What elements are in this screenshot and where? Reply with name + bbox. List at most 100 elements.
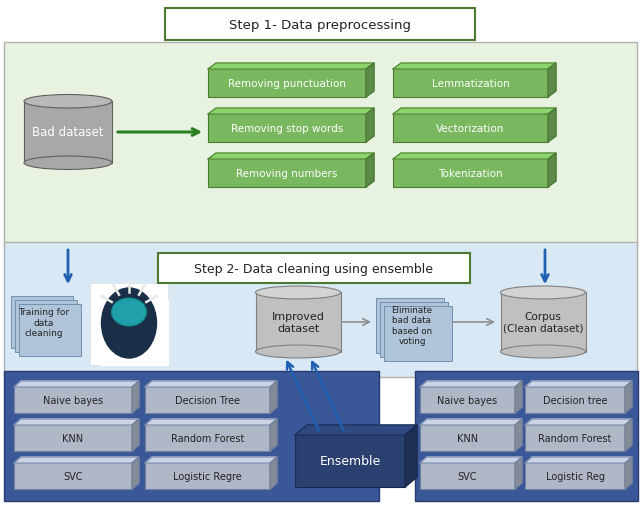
Polygon shape (393, 154, 556, 160)
FancyBboxPatch shape (208, 115, 366, 143)
Polygon shape (366, 109, 374, 143)
Ellipse shape (500, 286, 586, 299)
Text: SVC: SVC (458, 471, 477, 481)
Polygon shape (366, 64, 374, 98)
Polygon shape (625, 381, 632, 413)
Polygon shape (393, 109, 556, 115)
Polygon shape (525, 457, 632, 463)
Ellipse shape (102, 288, 157, 358)
Text: SVC: SVC (63, 471, 83, 481)
Text: Removing punctuation: Removing punctuation (228, 79, 346, 89)
Polygon shape (393, 64, 556, 70)
Polygon shape (208, 64, 374, 70)
FancyBboxPatch shape (4, 242, 637, 377)
FancyBboxPatch shape (145, 387, 270, 413)
Ellipse shape (500, 345, 586, 358)
FancyBboxPatch shape (90, 283, 168, 365)
Polygon shape (515, 457, 522, 489)
Polygon shape (270, 381, 277, 413)
Polygon shape (548, 64, 556, 98)
Polygon shape (515, 419, 522, 451)
Polygon shape (405, 425, 417, 487)
Text: Step 1- Data preprocessing: Step 1- Data preprocessing (229, 19, 411, 31)
Text: KNN: KNN (63, 433, 84, 443)
Text: Logistic Regre: Logistic Regre (173, 471, 242, 481)
Text: Random Forest: Random Forest (171, 433, 244, 443)
Polygon shape (132, 457, 139, 489)
FancyBboxPatch shape (393, 70, 548, 98)
Polygon shape (625, 419, 632, 451)
Text: Naive bayes: Naive bayes (437, 395, 497, 405)
FancyBboxPatch shape (255, 293, 340, 352)
Ellipse shape (255, 286, 340, 299)
Polygon shape (14, 381, 139, 387)
Text: Decision Tree: Decision Tree (175, 395, 240, 405)
FancyBboxPatch shape (24, 102, 112, 164)
Polygon shape (420, 457, 522, 463)
FancyBboxPatch shape (420, 425, 515, 451)
Text: Naive bayes: Naive bayes (43, 395, 103, 405)
Polygon shape (145, 419, 277, 425)
Polygon shape (420, 381, 522, 387)
Ellipse shape (111, 298, 147, 326)
FancyBboxPatch shape (376, 298, 444, 353)
Text: Training for
data
cleaning: Training for data cleaning (19, 308, 70, 337)
Polygon shape (366, 154, 374, 188)
FancyBboxPatch shape (145, 425, 270, 451)
FancyBboxPatch shape (420, 387, 515, 413)
Polygon shape (625, 457, 632, 489)
Text: Corpus
(Clean dataset): Corpus (Clean dataset) (503, 312, 583, 333)
Polygon shape (132, 381, 139, 413)
FancyBboxPatch shape (19, 305, 81, 357)
FancyBboxPatch shape (295, 435, 405, 487)
Ellipse shape (24, 157, 112, 170)
Text: Decision tree: Decision tree (543, 395, 607, 405)
FancyBboxPatch shape (525, 387, 625, 413)
Polygon shape (270, 419, 277, 451)
FancyBboxPatch shape (158, 254, 470, 283)
FancyBboxPatch shape (11, 296, 73, 348)
Text: Lemmatization: Lemmatization (431, 79, 509, 89)
Polygon shape (208, 109, 374, 115)
FancyBboxPatch shape (15, 300, 77, 352)
Polygon shape (548, 109, 556, 143)
Text: Removing stop words: Removing stop words (231, 124, 343, 134)
FancyBboxPatch shape (415, 371, 638, 501)
Text: KNN: KNN (457, 433, 478, 443)
Polygon shape (525, 381, 632, 387)
FancyBboxPatch shape (500, 293, 586, 352)
FancyBboxPatch shape (165, 9, 475, 41)
Polygon shape (548, 154, 556, 188)
Polygon shape (515, 381, 522, 413)
Polygon shape (145, 381, 277, 387)
Polygon shape (100, 300, 168, 365)
FancyBboxPatch shape (208, 70, 366, 98)
FancyBboxPatch shape (208, 160, 366, 188)
Polygon shape (420, 419, 522, 425)
Ellipse shape (24, 95, 112, 109)
FancyBboxPatch shape (145, 463, 270, 489)
FancyBboxPatch shape (4, 43, 637, 247)
Polygon shape (145, 457, 277, 463)
Polygon shape (132, 419, 139, 451)
Text: Bad dataset: Bad dataset (32, 126, 104, 139)
FancyBboxPatch shape (393, 115, 548, 143)
Polygon shape (14, 419, 139, 425)
FancyBboxPatch shape (4, 371, 379, 501)
Text: Eliminate
bad data
based on
voting: Eliminate bad data based on voting (392, 306, 433, 345)
Text: Random Forest: Random Forest (538, 433, 612, 443)
Polygon shape (208, 154, 374, 160)
FancyBboxPatch shape (384, 306, 452, 361)
FancyBboxPatch shape (380, 302, 448, 357)
Text: Ensemble: Ensemble (319, 454, 381, 468)
Text: Tokenization: Tokenization (438, 169, 503, 179)
Text: Vectorization: Vectorization (436, 124, 505, 134)
FancyBboxPatch shape (420, 463, 515, 489)
Polygon shape (14, 457, 139, 463)
FancyBboxPatch shape (525, 463, 625, 489)
Polygon shape (270, 457, 277, 489)
Ellipse shape (255, 345, 340, 358)
Text: Removing numbers: Removing numbers (236, 169, 338, 179)
FancyBboxPatch shape (525, 425, 625, 451)
FancyBboxPatch shape (393, 160, 548, 188)
